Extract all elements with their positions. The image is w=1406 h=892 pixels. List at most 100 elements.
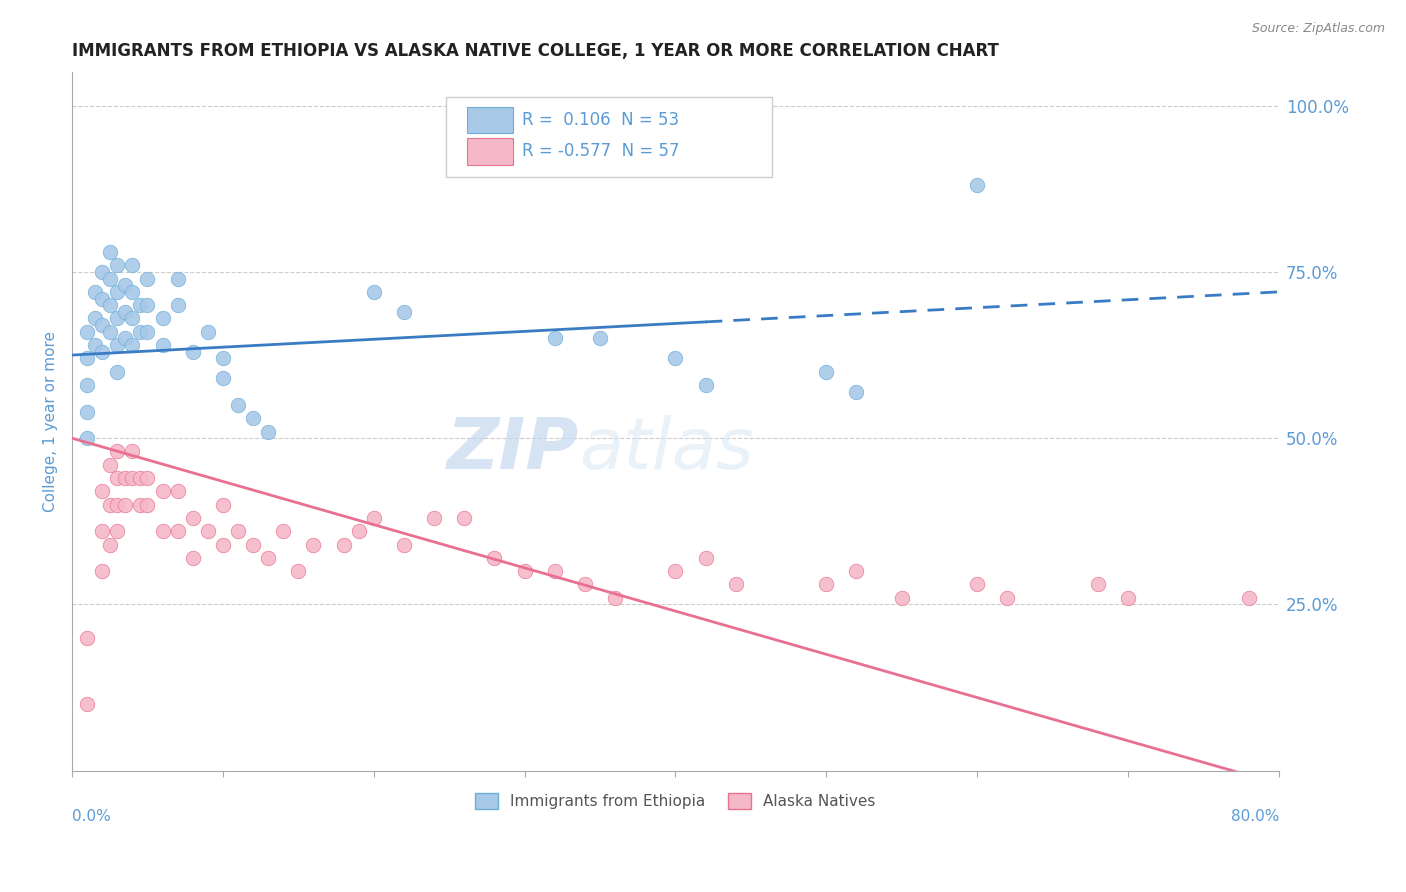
Point [363,285,385,299]
Text: IMMIGRANTS FROM ETHIOPIA VS ALASKA NATIVE COLLEGE, 1 YEAR OR MORE CORRELATION CH: IMMIGRANTS FROM ETHIOPIA VS ALASKA NATIV… [72,42,998,60]
Point [91,344,114,359]
Point [105,524,128,539]
Point [484,550,506,565]
Text: ZIP: ZIP [447,415,579,484]
Point [363,511,385,525]
Point [815,577,838,591]
Point [76,325,98,339]
Point [302,538,325,552]
Text: R =  0.106  N = 53: R = 0.106 N = 53 [522,111,679,129]
Y-axis label: College, 1 year or more: College, 1 year or more [44,331,58,512]
Point [76,431,98,445]
Bar [467,138,513,165]
Point [114,278,136,293]
Point [226,398,249,412]
Point [544,564,567,578]
Point [332,538,354,552]
Text: atlas: atlas [579,415,754,484]
Point [197,524,219,539]
Point [136,298,159,312]
Point [121,311,143,326]
Point [513,564,536,578]
Point [257,550,280,565]
Point [98,538,121,552]
Point [121,338,143,352]
Point [98,271,121,285]
Point [83,338,105,352]
Point [105,285,128,299]
Point [114,331,136,345]
Point [98,244,121,259]
Point [695,378,717,392]
Point [121,258,143,272]
Bar [467,107,513,133]
Point [105,311,128,326]
Point [76,404,98,418]
Point [242,411,264,425]
Point [197,325,219,339]
Point [98,458,121,472]
Point [890,591,912,605]
Point [544,331,567,345]
Point [105,258,128,272]
Text: R = -0.577  N = 57: R = -0.577 N = 57 [522,143,679,161]
Point [966,178,988,193]
Point [152,484,174,499]
Point [574,577,596,591]
Point [128,471,150,485]
Point [128,298,150,312]
Point [114,305,136,319]
Point [91,484,114,499]
Point [121,444,143,458]
Point [845,384,868,399]
Point [136,471,159,485]
Point [136,498,159,512]
Point [76,351,98,366]
Point [105,498,128,512]
Point [152,524,174,539]
Point [453,511,475,525]
Point [166,484,188,499]
Point [995,591,1018,605]
Point [121,471,143,485]
Point [76,631,98,645]
Point [226,524,249,539]
Point [91,265,114,279]
Point [98,298,121,312]
Point [166,271,188,285]
Point [257,425,280,439]
Point [423,511,446,525]
Point [76,378,98,392]
Point [181,511,204,525]
Point [91,524,114,539]
Point [724,577,747,591]
Point [212,371,235,385]
Point [83,285,105,299]
Point [76,697,98,711]
Point [695,550,717,565]
Point [83,311,105,326]
Point [664,351,686,366]
Point [166,298,188,312]
Text: 0.0%: 0.0% [72,809,111,824]
Point [152,311,174,326]
Point [347,524,370,539]
Point [212,351,235,366]
Point [966,577,988,591]
Point [1237,591,1260,605]
Point [603,591,626,605]
Point [121,285,143,299]
Point [212,538,235,552]
Point [392,305,415,319]
Point [105,338,128,352]
Point [212,498,235,512]
Point [166,524,188,539]
Point [242,538,264,552]
Point [91,564,114,578]
Legend: Immigrants from Ethiopia, Alaska Natives: Immigrants from Ethiopia, Alaska Natives [470,788,882,815]
Point [136,271,159,285]
Point [114,471,136,485]
FancyBboxPatch shape [446,97,772,178]
Text: Source: ZipAtlas.com: Source: ZipAtlas.com [1251,22,1385,36]
Text: 80.0%: 80.0% [1230,809,1279,824]
